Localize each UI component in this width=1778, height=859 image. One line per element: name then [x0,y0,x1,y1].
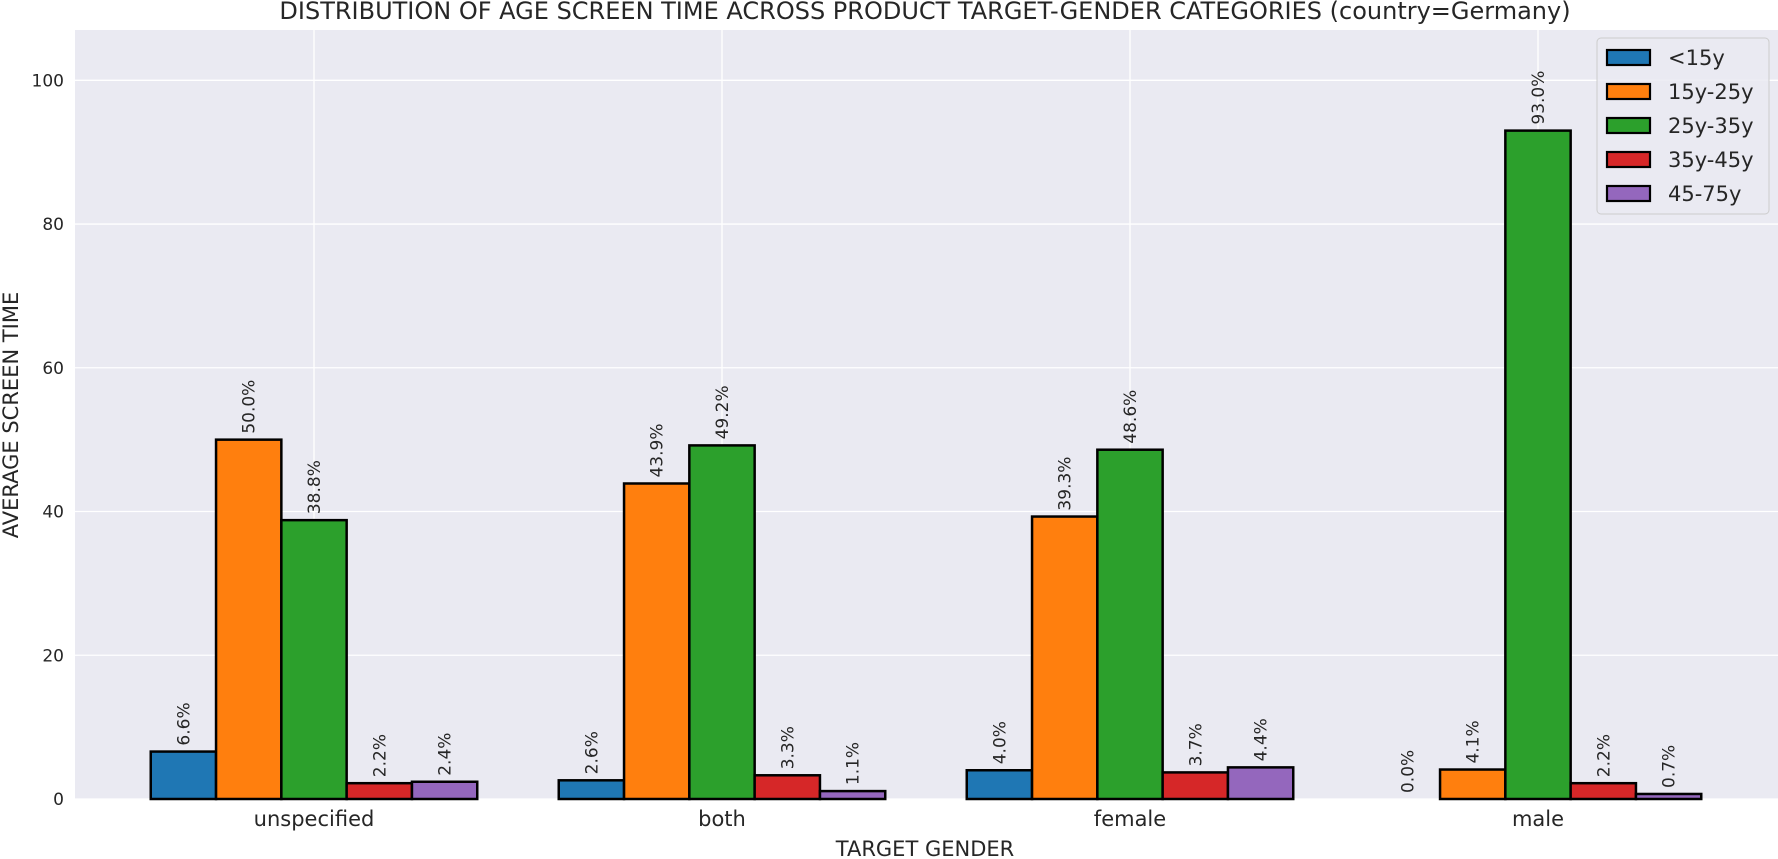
y-tick-label: 60 [42,359,64,379]
bar [688,444,756,801]
bar [1161,771,1230,801]
bar-labels: 6.6% 50.0% 38.8% 2.2% 2.4% 2.6% 43.9% 49.2% 3.3%… [174,71,1679,793]
bar-label: 4.4% [1252,718,1272,761]
legend-swatch [1605,184,1652,203]
y-tick-label: 0 [53,790,64,810]
legend-swatch [1605,48,1652,67]
bar [1030,515,1099,801]
bar-label: 0.7% [1660,745,1680,788]
bar [1504,129,1572,801]
bar [1634,792,1703,801]
y-tick-label: 100 [32,71,64,91]
legend: <15y 15y-25y 25y-35y 35y-45y 45-75y [1596,37,1770,215]
y-tick-label: 20 [42,646,64,666]
bar-label: 50.0% [240,380,260,434]
bar-label: 4.0% [990,721,1010,764]
bar-label: 6.6% [174,702,194,745]
y-tick-label: 40 [42,503,64,523]
bars [149,129,1703,801]
bar [622,482,691,801]
bar-label: 3.3% [778,726,798,769]
bar-label: 49.2% [713,385,733,439]
y-tick-label: 80 [42,215,64,235]
chart-title: DISTRIBUTION OF AGE SCREEN TIME ACROSS P… [279,0,1570,25]
legend-entry: <15y [1668,46,1725,70]
bar [280,518,348,801]
x-tick-label: unspecified [254,807,375,831]
bar [1438,768,1507,801]
y-axis-ticks: 0 20 40 60 80 100 [32,71,64,810]
bar-label: 38.8% [305,460,325,514]
x-tick-label: male [1512,807,1564,831]
bar-label: 43.9% [648,423,668,477]
legend-swatch [1605,116,1652,135]
bar [753,774,822,801]
legend-entry: 15y-25y [1668,80,1754,104]
x-axis-ticks: unspecified both female male [254,807,1564,831]
x-tick-label: both [698,807,746,831]
legend-swatch [1605,150,1652,169]
legend-box [1596,37,1770,215]
bar-label: 0.0% [1398,750,1418,793]
bar [410,780,479,801]
bar-label: 1.1% [844,742,864,785]
bar [214,438,283,801]
bar-label: 39.3% [1056,457,1076,511]
bar [557,779,626,801]
bar-label: 93.0% [1529,71,1549,125]
bar-label: 2.6% [582,731,602,774]
bar [1096,448,1164,801]
legend-entry: 45-75y [1668,182,1741,206]
legend-swatch [1605,82,1652,101]
legend-entry: 25y-35y [1668,114,1754,138]
bar-label: 2.2% [1594,734,1614,777]
bar [1226,766,1295,801]
x-tick-label: female [1094,807,1166,831]
plot-area [75,30,1778,799]
bar [965,769,1034,801]
bar-label: 3.7% [1186,723,1206,766]
x-axis-label: TARGET GENDER [835,837,1014,859]
legend-entry: 35y-45y [1668,148,1754,172]
bar [149,750,218,801]
bar [1569,781,1638,801]
bar [345,781,414,801]
y-axis-label: AVERAGE SCREEN TIME [0,292,23,539]
bar-label: 4.1% [1464,720,1484,763]
bar [818,789,887,801]
bar-label: 2.4% [436,733,456,776]
bar-label: 48.6% [1121,390,1141,444]
bar-label: 2.2% [370,734,390,777]
